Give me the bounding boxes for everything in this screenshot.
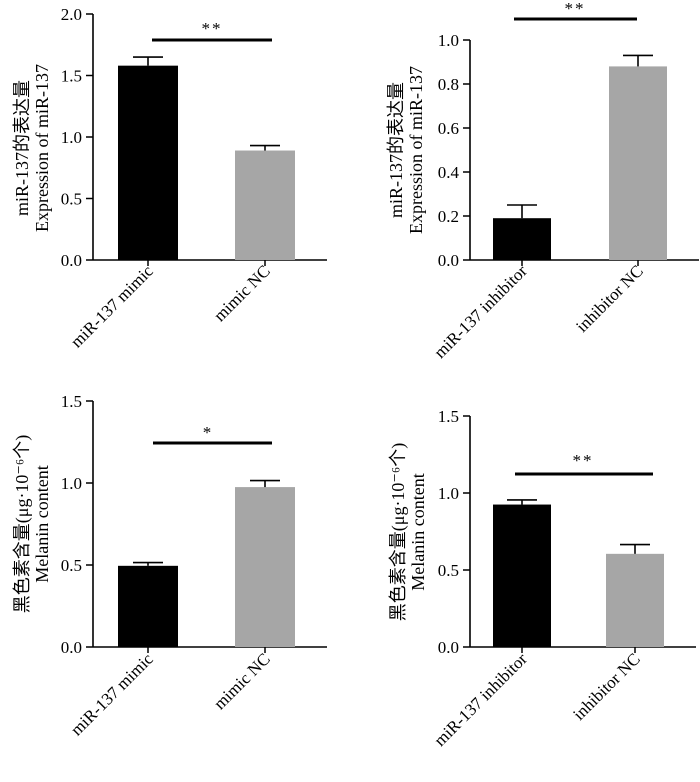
y-tick-label: 1.5 [61,67,82,86]
y-tick-label: 0.0 [438,251,459,270]
y-tick-label: 2.0 [61,5,82,24]
y-tick-label: 1.0 [61,128,82,147]
x-category-label: miR-137 inhibitor [430,649,531,750]
y-tick-label: 0.5 [438,561,459,580]
y-axis-label: 黑色素含量(μg·10⁻⁶个)Melanin content [388,443,428,621]
chart-panel-4: 0.0 0.5 1.0 1.5 黑色素含量(μg·10⁻⁶个)Melanin conte… [388,407,696,750]
significance-marker: * [203,423,214,442]
bar [609,66,667,261]
y-tick-label: 1.0 [438,484,459,503]
significance-marker: ** [202,19,223,38]
x-category-label: mimic NC [210,261,274,325]
y-tick-label: 1.0 [61,474,82,493]
bar [118,565,178,647]
chart-panel-3: 0.0 0.5 1.0 1.5 黑色素含量(μg·10⁻⁶个)Melanin conte… [12,392,327,739]
significance-marker: ** [573,451,594,470]
bar [235,150,295,260]
x-category-label: mimic NC [210,649,274,713]
y-axis-label-line: Expression of miR-137 [32,64,52,232]
bar [493,218,551,260]
x-category-label: inhibitor NC [569,649,644,724]
bar [606,553,664,647]
y-tick-label: 0.2 [438,207,459,226]
y-tick-label: 0.0 [61,251,82,270]
bar [118,65,178,260]
y-tick-label: 1.0 [438,31,459,50]
x-category-label: inhibitor NC [572,261,647,336]
y-axis-label: 黑色素含量(μg·10⁻⁶个)Melanin content [12,435,52,613]
y-tick-label: 0.4 [438,163,460,182]
y-tick-label: 0.5 [61,190,82,209]
y-tick-label: 0.0 [438,638,459,657]
y-axis-label: miR-137的表达量Expression of miR-137 [12,64,52,232]
y-axis-label-line: miR-137的表达量 [386,82,406,218]
y-axis-label-line: Expression of miR-137 [406,66,426,234]
y-tick-label: 1.5 [61,392,82,411]
chart-panel-1: 0.0 0.5 1.0 1.5 2.0 miR-137的表达量Expression of … [12,5,327,351]
chart-panel-2: 0.0 0.2 0.4 0.6 0.8 1.0 miR-137的表达量Expression … [386,0,699,362]
y-axis-label-line: 黑色素含量(μg·10⁻⁶个) [12,435,33,613]
y-tick-label: 0.0 [61,638,82,657]
y-axis-label-line: miR-137的表达量 [12,80,32,216]
bar [493,504,551,647]
x-category-label: miR-137 inhibitor [430,261,531,362]
x-category-label: miR-137 mimic [67,649,157,739]
y-tick-label: 0.8 [438,75,459,94]
y-axis-label: miR-137的表达量Expression of miR-137 [386,66,426,234]
x-category-label: miR-137 mimic [67,261,157,351]
y-tick-label: 1.5 [438,407,459,426]
significance-marker: ** [565,0,586,18]
y-axis-label-line: Melanin content [32,465,52,582]
y-tick-label: 0.5 [61,556,82,575]
bar [235,487,295,647]
y-axis-label-line: 黑色素含量(μg·10⁻⁶个) [388,443,409,621]
y-axis-label-line: Melanin content [408,473,428,590]
y-tick-label: 0.6 [438,119,459,138]
